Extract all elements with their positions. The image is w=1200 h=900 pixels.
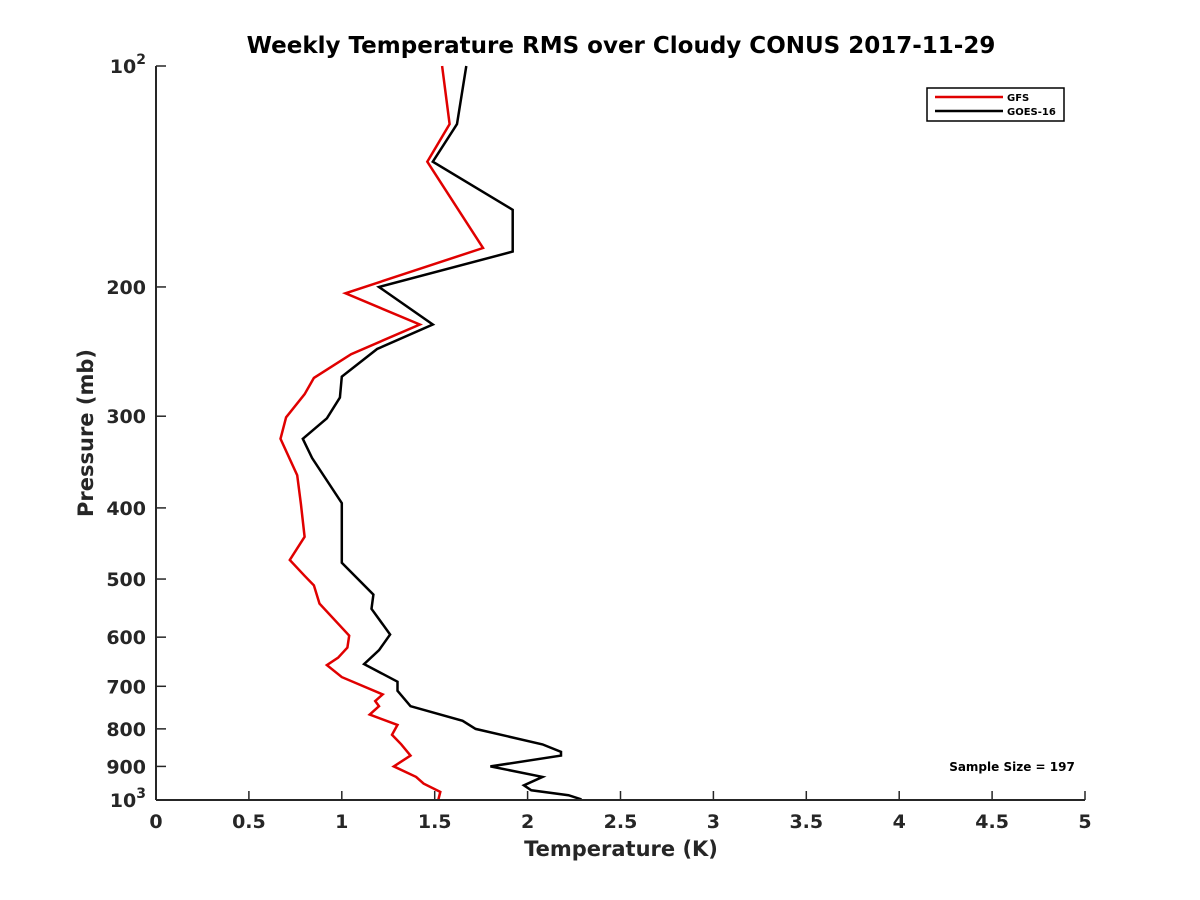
legend: GFS GOES-16 <box>926 87 1065 122</box>
y-tick-label: 600 <box>106 627 146 649</box>
series-line-goes-16 <box>301 65 582 801</box>
x-axis-ticks: 0 0.5 1 1.5 2 2.5 3 3.5 4 4.5 5 <box>149 791 1092 833</box>
x-axis-label: Temperature (K) <box>524 837 718 861</box>
x-tick-label: 1.5 <box>418 811 452 833</box>
y-tick-label: 900 <box>106 756 146 778</box>
y-tick-label: 500 <box>106 569 146 591</box>
x-tick-label: 0 <box>149 811 162 833</box>
chart-title: Weekly Temperature RMS over Cloudy CONUS… <box>247 33 996 59</box>
x-tick-label: 3.5 <box>789 811 823 833</box>
x-tick-label: 4 <box>893 811 906 833</box>
y-tick-label: 400 <box>106 498 146 520</box>
y-tick-label: 102 <box>110 52 146 78</box>
legend-box <box>926 87 1065 122</box>
legend-label: GOES-16 <box>1007 107 1056 118</box>
x-tick-label: 5 <box>1078 811 1091 833</box>
x-tick-label: 3 <box>707 811 720 833</box>
sample-size-annotation: Sample Size = 197 <box>949 760 1075 774</box>
legend-label: GFS <box>1007 93 1029 104</box>
series-line-gfs <box>279 65 485 800</box>
y-tick-label: 300 <box>106 406 146 428</box>
plot-lines <box>279 65 582 801</box>
y-tick-label: 103 <box>110 786 146 812</box>
y-tick-label: 200 <box>106 277 146 299</box>
y-axis-label: Pressure (mb) <box>74 349 98 517</box>
y-tick-label: 700 <box>106 676 146 698</box>
x-tick-label: 1 <box>335 811 348 833</box>
x-tick-label: 4.5 <box>975 811 1009 833</box>
y-tick-label: 800 <box>106 719 146 741</box>
x-tick-label: 2.5 <box>604 811 638 833</box>
x-tick-label: 0.5 <box>232 811 266 833</box>
y-axis-ticks: 102 200 300 400 500 600 700 800 900 103 <box>106 52 166 812</box>
x-tick-label: 2 <box>521 811 534 833</box>
